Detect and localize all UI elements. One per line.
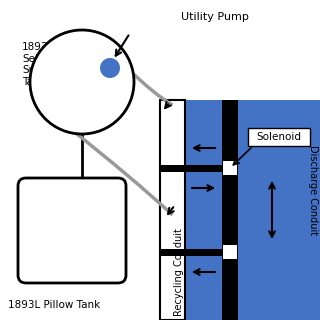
Bar — [160, 164, 238, 172]
Text: 1893L
Self-
Supporting
Tank: 1893L Self- Supporting Tank — [22, 42, 80, 87]
FancyBboxPatch shape — [18, 178, 126, 283]
Text: Recycling Conduit: Recycling Conduit — [174, 228, 185, 316]
Bar — [160, 100, 185, 320]
Bar — [160, 249, 238, 255]
Bar — [248, 128, 310, 146]
Text: 1893L Pillow Tank: 1893L Pillow Tank — [8, 300, 100, 310]
Circle shape — [100, 58, 120, 78]
Bar — [223, 245, 237, 259]
Text: Discharge Conduit: Discharge Conduit — [308, 145, 318, 235]
Bar — [223, 161, 237, 175]
Circle shape — [30, 30, 134, 134]
Text: Solenoid: Solenoid — [257, 132, 301, 142]
Bar — [160, 100, 320, 320]
Text: Utility Pump: Utility Pump — [181, 12, 249, 22]
Bar — [222, 100, 238, 320]
